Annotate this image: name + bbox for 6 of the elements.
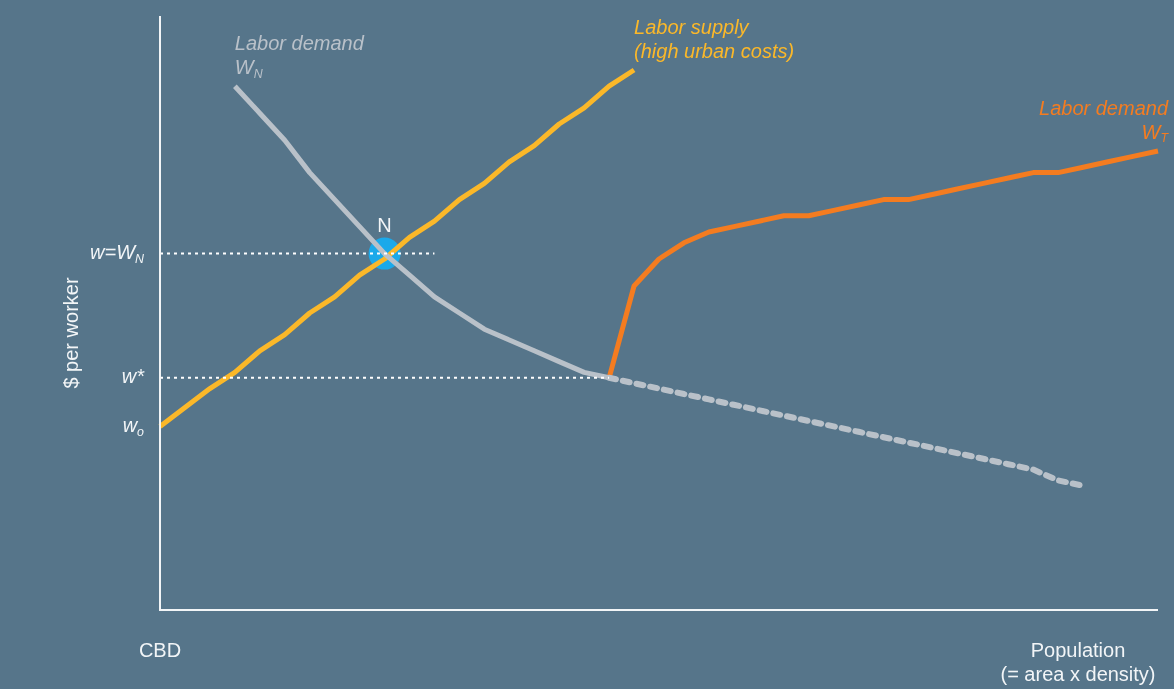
y-axis-title: $ per worker	[59, 277, 82, 389]
series-label: w*	[121, 365, 146, 388]
text: CBD	[138, 638, 182, 661]
x-axis-title: Population (= area x density)	[1000, 638, 1156, 685]
annotation: N	[377, 214, 392, 237]
series-label: Labor supply (high urban costs)	[634, 15, 795, 62]
